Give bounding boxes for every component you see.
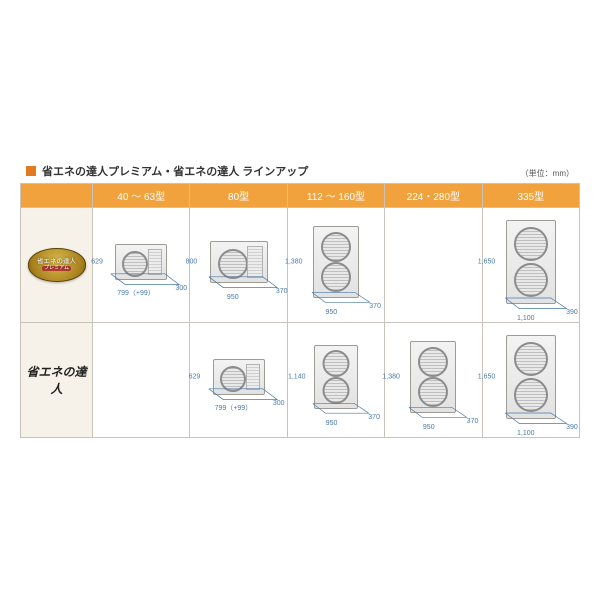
dim-width: 950 bbox=[326, 420, 338, 427]
cell-standard-4: 1,650 1,100 390 bbox=[482, 322, 579, 437]
cell-standard-1: 629 799（+99） 300 bbox=[190, 322, 287, 437]
dim-height: 1,380 bbox=[382, 374, 400, 381]
dim-depth: 370 bbox=[368, 414, 380, 421]
dim-height: 1,650 bbox=[478, 259, 496, 266]
ac-unit-icon: 1,140 950 370 bbox=[314, 345, 358, 409]
dim-width: 950 bbox=[227, 294, 239, 301]
dim-depth: 300 bbox=[176, 285, 188, 292]
cell-standard-3: 1,380 950 370 bbox=[385, 322, 482, 437]
cell-premium-0: 629 799（+99） 300 bbox=[93, 207, 190, 322]
premium-badge-icon: 省エネの達人 プレミアム bbox=[28, 248, 86, 282]
dim-depth: 300 bbox=[273, 400, 285, 407]
section-title: 省エネの達人プレミアム・省エネの達人 ラインアップ bbox=[26, 163, 308, 179]
dim-width: 799（+99） bbox=[117, 288, 155, 298]
dim-width: 1,100 bbox=[517, 430, 535, 437]
dim-depth: 370 bbox=[276, 288, 288, 295]
dim-height: 629 bbox=[189, 374, 201, 381]
cell-premium-4: 1,650 1,100 390 bbox=[482, 207, 579, 322]
cell-standard-2: 1,140 950 370 bbox=[287, 322, 384, 437]
dim-height: 1,140 bbox=[288, 374, 306, 381]
dim-height: 629 bbox=[91, 259, 103, 266]
header-row: 40 ～ 63型 80型 112 ～ 160型 224・280型 335型 bbox=[21, 183, 580, 207]
dim-depth: 370 bbox=[369, 303, 381, 310]
ac-unit-icon: 1,380 950 370 bbox=[313, 226, 359, 298]
title-text: 省エネの達人プレミアム・省エネの達人 ラインアップ bbox=[42, 163, 308, 179]
col-335: 335型 bbox=[482, 183, 579, 207]
unit-note: （単位：mm） bbox=[521, 168, 574, 179]
cell-premium-1: 800 950 370 bbox=[190, 207, 287, 322]
dim-height: 1,380 bbox=[285, 259, 303, 266]
rowhead-premium: 省エネの達人 プレミアム bbox=[21, 207, 93, 322]
corner-cell bbox=[21, 183, 93, 207]
title-row: 省エネの達人プレミアム・省エネの達人 ラインアップ （単位：mm） bbox=[20, 163, 580, 179]
dim-height: 800 bbox=[186, 259, 198, 266]
ac-unit-icon: 1,650 1,100 390 bbox=[506, 220, 556, 304]
cell-standard-0 bbox=[93, 322, 190, 437]
dim-height: 1,650 bbox=[478, 374, 496, 381]
ac-unit-icon: 1,380 950 370 bbox=[410, 341, 456, 413]
dim-depth: 370 bbox=[467, 418, 479, 425]
row-premium: 省エネの達人 プレミアム 629 799（+99） 300 bbox=[21, 207, 580, 322]
badge-bottom: プレミアム bbox=[42, 266, 71, 272]
ac-unit-icon: 629 799（+99） 300 bbox=[213, 359, 265, 395]
ac-unit-icon: 629 799（+99） 300 bbox=[115, 244, 167, 280]
dim-depth: 390 bbox=[566, 424, 578, 431]
col-40-63: 40 ～ 63型 bbox=[93, 183, 190, 207]
dim-width: 950 bbox=[423, 424, 435, 431]
cell-premium-3 bbox=[385, 207, 482, 322]
col-112-160: 112 ～ 160型 bbox=[287, 183, 384, 207]
col-224-280: 224・280型 bbox=[385, 183, 482, 207]
dim-width: 799（+99） bbox=[215, 403, 253, 413]
dim-width: 1,100 bbox=[517, 315, 535, 322]
title-square-icon bbox=[26, 166, 36, 176]
ac-unit-icon: 1,650 1,100 390 bbox=[506, 335, 556, 419]
col-80: 80型 bbox=[190, 183, 287, 207]
badge-top: 省エネの達人 bbox=[37, 258, 76, 265]
lineup-table: 40 ～ 63型 80型 112 ～ 160型 224・280型 335型 省エ… bbox=[20, 183, 580, 438]
dim-depth: 390 bbox=[566, 309, 578, 316]
rowhead-standard: 省エネの達人 bbox=[21, 322, 93, 437]
cell-premium-2: 1,380 950 370 bbox=[287, 207, 384, 322]
dim-width: 950 bbox=[326, 309, 338, 316]
lineup-sheet: 省エネの達人プレミアム・省エネの達人 ラインアップ （単位：mm） 40 ～ 6… bbox=[20, 153, 580, 448]
row-standard: 省エネの達人 629 799（+99） 300 bbox=[21, 322, 580, 437]
standard-script-label: 省エネの達人 bbox=[25, 363, 88, 397]
ac-unit-icon: 800 950 370 bbox=[210, 241, 268, 283]
